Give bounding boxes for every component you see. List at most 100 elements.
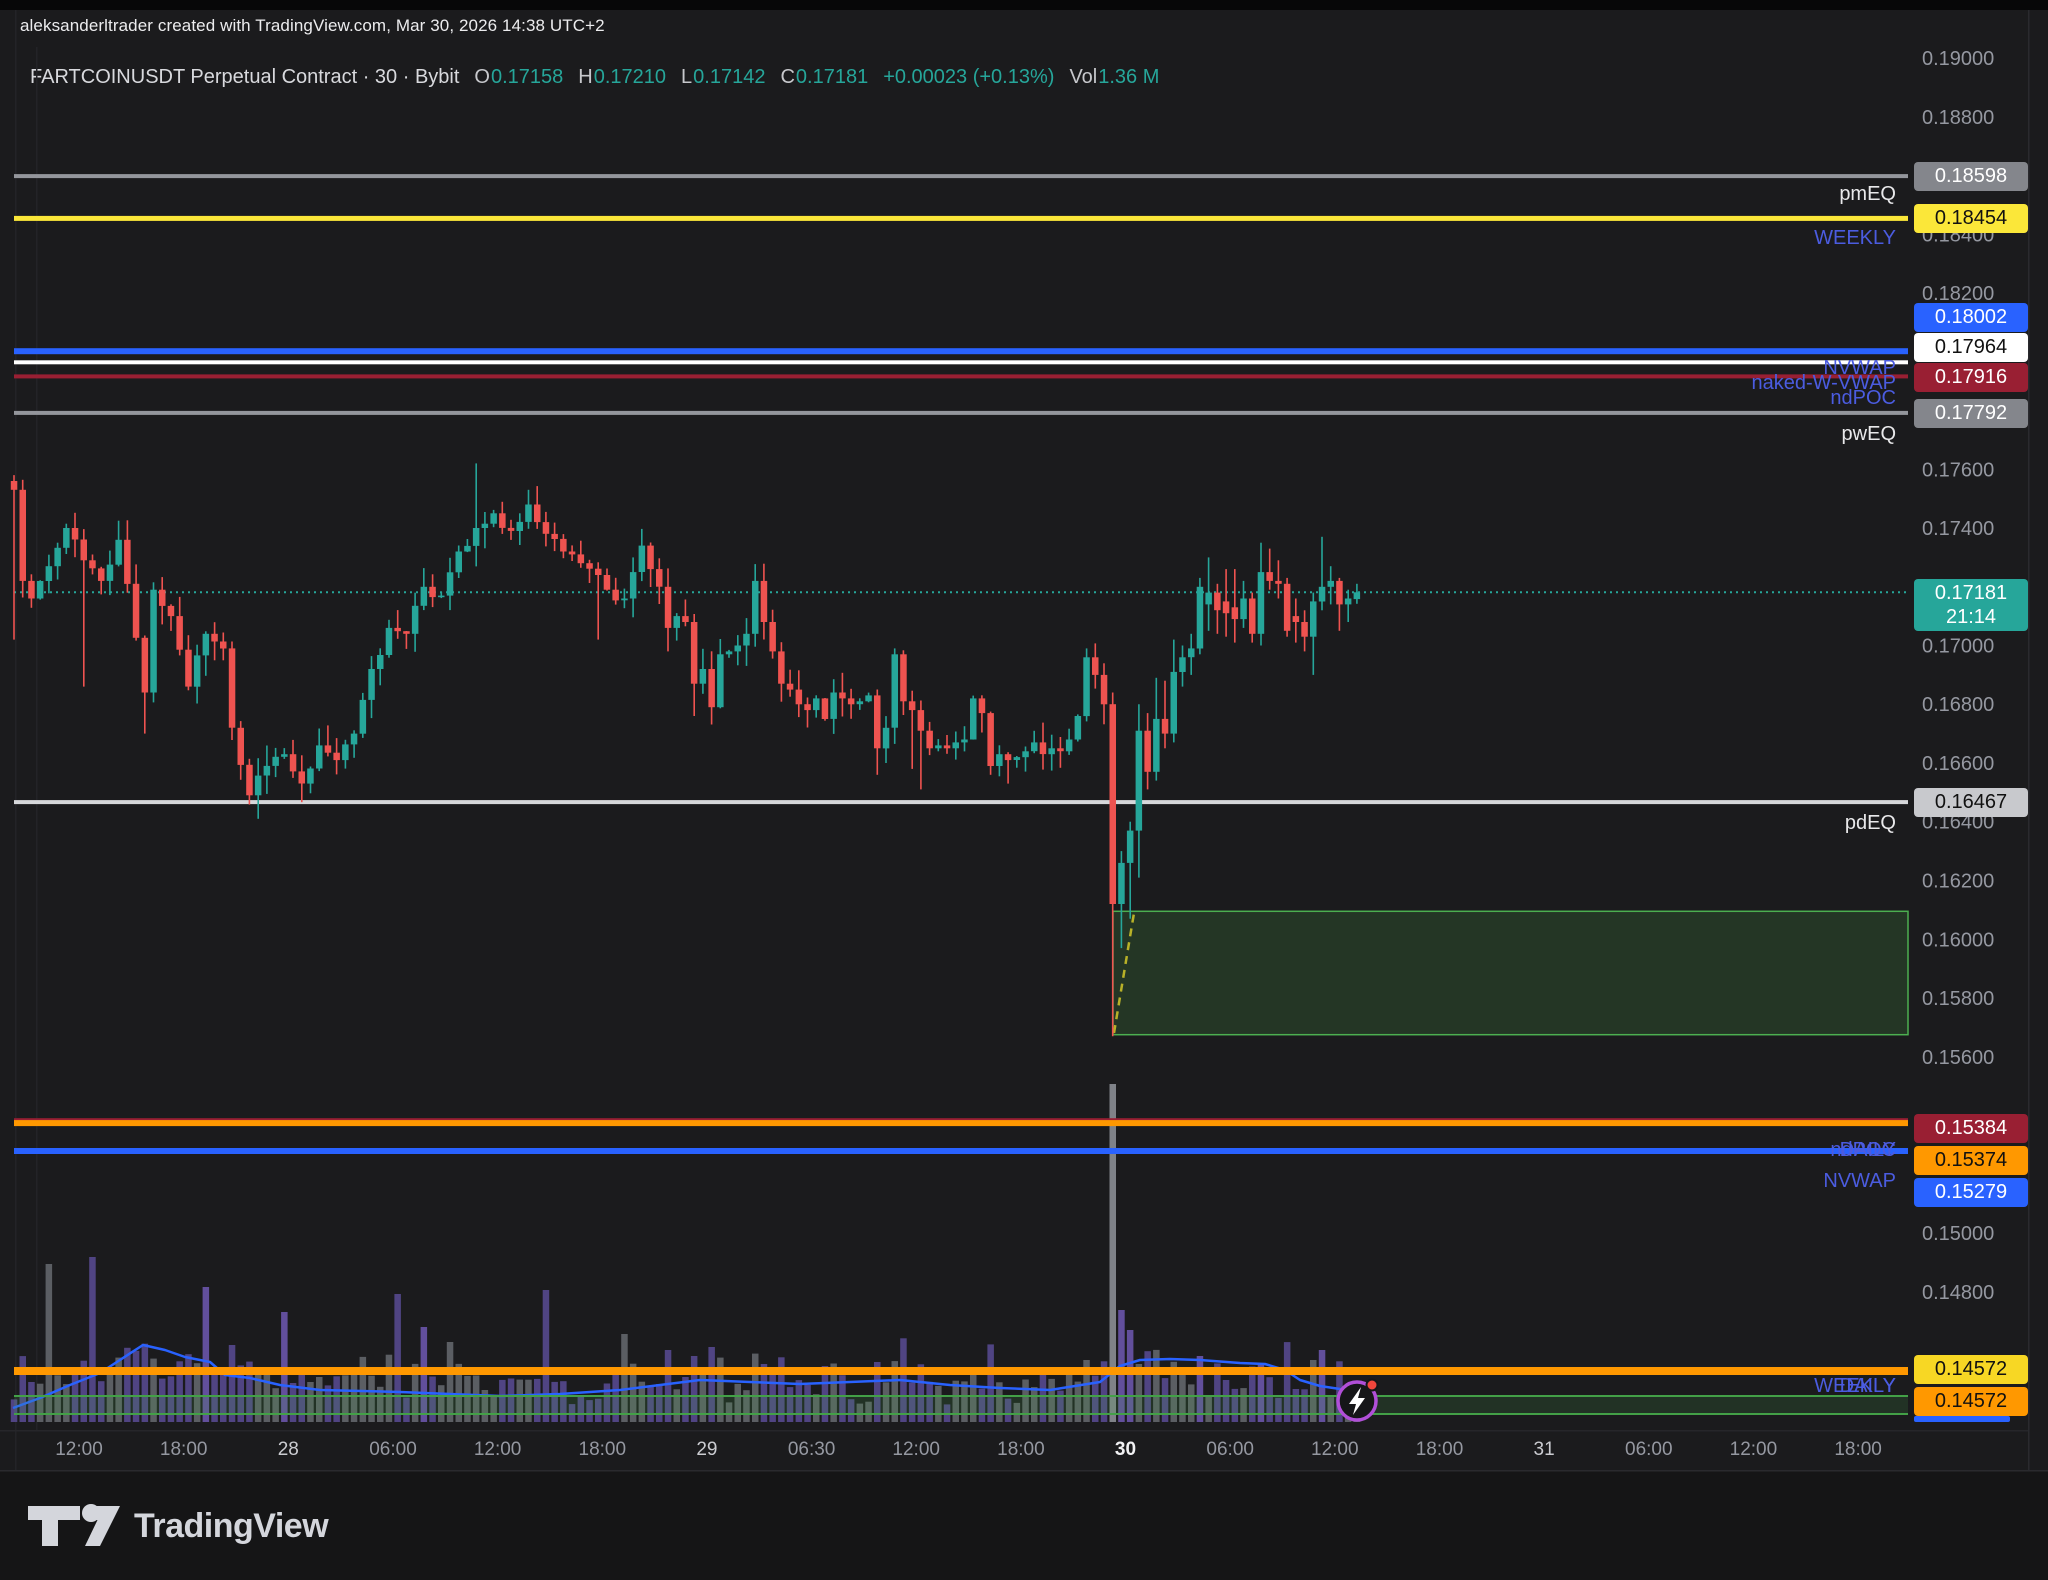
candle xyxy=(952,742,959,749)
volume-bar xyxy=(586,1400,593,1422)
level-label-naked-W-VWAP: naked-W-VWAP xyxy=(1752,372,1896,394)
volume-bar xyxy=(769,1373,776,1422)
volume-bar xyxy=(612,1373,619,1422)
level-label-WEEKLY: WEEKLY xyxy=(1814,1375,1896,1397)
volume-bar xyxy=(629,1363,637,1422)
candle xyxy=(1118,862,1125,904)
volume-bar xyxy=(385,1354,393,1422)
volume-bar xyxy=(856,1403,864,1422)
tradingview-logo[interactable]: TradingView xyxy=(28,1500,329,1552)
volume-bar xyxy=(1310,1360,1317,1422)
volume-bar xyxy=(1196,1356,1204,1422)
symbol-title[interactable]: FARTCOINUSDT Perpetual Contract · 30 · B… xyxy=(30,66,460,88)
candle xyxy=(429,586,436,598)
level-label-WEEKLY: WEEKLY xyxy=(1814,227,1896,249)
time-tick-label: 18:00 xyxy=(1416,1439,1464,1460)
volume-bar xyxy=(1109,1084,1116,1422)
volume-bar xyxy=(472,1375,480,1422)
level-line-NVWAP xyxy=(14,1148,1908,1154)
time-axis[interactable]: 12:00 18:00 28 06:00 12:00 18:00 29 06:30 12:00 1… xyxy=(55,1439,1882,1460)
time-tick-label: 29 xyxy=(696,1439,717,1460)
volume-bar xyxy=(324,1385,332,1422)
level-label-pwEQ: pwEQ xyxy=(1842,423,1896,445)
price-axis-badge: 0.18002 xyxy=(1914,302,2028,332)
time-tick-label: 30 xyxy=(1115,1439,1136,1460)
candle xyxy=(359,699,367,734)
volume-bar xyxy=(377,1386,384,1422)
candle xyxy=(551,533,558,539)
candles xyxy=(10,463,1361,1037)
candle xyxy=(115,539,122,565)
candle xyxy=(1179,657,1186,672)
volume-bar xyxy=(481,1390,489,1422)
volume-bar xyxy=(1292,1389,1300,1422)
candle xyxy=(813,698,820,711)
price-axis-ticks[interactable]: 0.190000.188000.184000.182000.176000.174… xyxy=(1922,48,1994,1304)
volume-bar xyxy=(1231,1388,1239,1422)
volume-bar xyxy=(795,1380,803,1422)
volume-bar xyxy=(865,1401,872,1422)
candle xyxy=(98,568,105,581)
candle xyxy=(725,651,733,655)
volume-bar xyxy=(891,1361,898,1422)
candle xyxy=(167,605,175,617)
price-axis-badge: 0.16467 xyxy=(1914,787,2028,817)
volume-bar xyxy=(577,1395,585,1422)
candle xyxy=(185,649,192,687)
level-line-ndPOC xyxy=(14,374,1908,379)
candle xyxy=(673,616,680,628)
level-line-pwEQ xyxy=(14,410,1908,415)
volume-bar xyxy=(45,1264,53,1422)
price-axis-badge: 0.15374 xyxy=(1914,1145,2028,1175)
price-tick-label: 0.17000 xyxy=(1922,636,1994,658)
candle xyxy=(1249,598,1256,634)
candle xyxy=(891,654,898,728)
flash-icon[interactable] xyxy=(1336,1378,1379,1422)
candle xyxy=(1004,754,1012,761)
volume-bar xyxy=(734,1383,741,1422)
price-axis-badge: 0.17916 xyxy=(1914,362,2028,392)
candle xyxy=(717,654,724,708)
volume-bar xyxy=(1074,1381,1082,1422)
candle xyxy=(1039,742,1047,755)
candle xyxy=(1022,751,1029,758)
time-tick-label: 18:00 xyxy=(1834,1439,1882,1460)
volume-bar xyxy=(1214,1363,1221,1422)
time-tick-label: 12:00 xyxy=(55,1439,103,1460)
volume-bar xyxy=(98,1381,105,1422)
candle xyxy=(438,595,445,598)
candle xyxy=(1048,748,1055,755)
daily-green-band xyxy=(14,1395,1908,1415)
candle xyxy=(63,528,70,548)
current-price-value: 0.17181 xyxy=(1934,582,2008,605)
volume-bar xyxy=(673,1389,680,1422)
volume-bar xyxy=(743,1390,750,1422)
green-box-drawing xyxy=(1112,910,1909,1036)
volume-bar xyxy=(952,1380,959,1422)
candle xyxy=(333,752,340,761)
volume-bar xyxy=(141,1343,149,1422)
candle xyxy=(943,745,951,749)
volume-bar xyxy=(1222,1380,1230,1422)
candle xyxy=(307,768,314,784)
candle xyxy=(141,637,149,693)
volume-bar xyxy=(1205,1395,1212,1422)
volume-bar xyxy=(1153,1349,1160,1422)
candle xyxy=(202,633,210,656)
volume-bar xyxy=(752,1353,759,1422)
candle xyxy=(856,701,864,705)
candle xyxy=(629,572,637,599)
candle xyxy=(603,575,611,590)
volume-bar xyxy=(1249,1366,1256,1422)
symbol-header[interactable]: FARTCOINUSDT Perpetual Contract · 30 · B… xyxy=(30,66,1159,89)
time-tick-label: 12:00 xyxy=(474,1439,522,1460)
volume-bar xyxy=(54,1375,61,1422)
candle xyxy=(970,698,977,740)
time-tick-label: 06:00 xyxy=(1625,1439,1673,1460)
volume-bar xyxy=(830,1363,837,1422)
tradingview-logo-text: TradingView xyxy=(134,1506,329,1545)
candle xyxy=(1065,739,1073,752)
candle xyxy=(1222,601,1230,614)
candle xyxy=(298,771,305,784)
